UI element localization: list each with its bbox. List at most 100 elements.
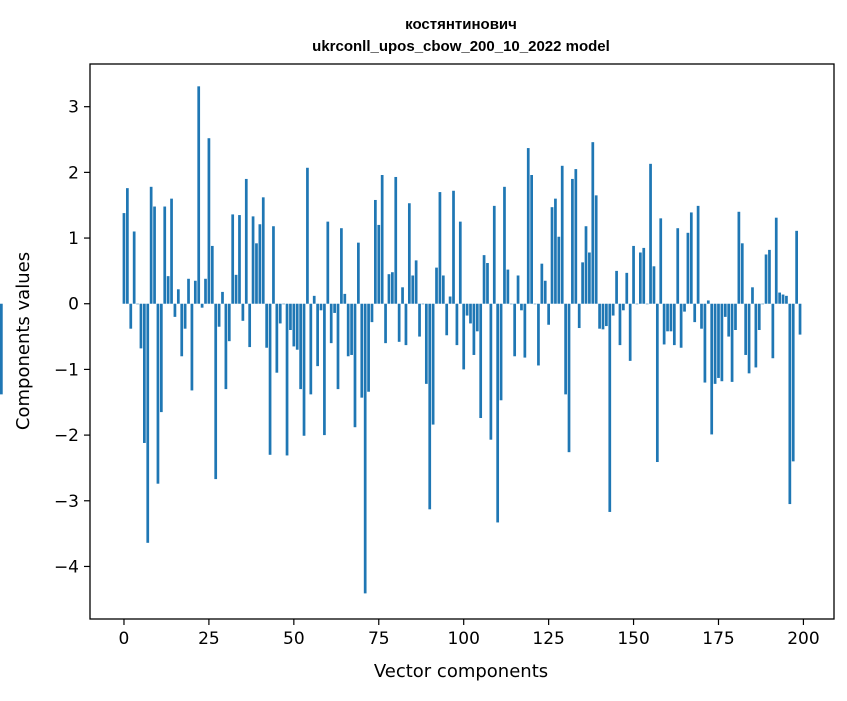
bar-190 [768, 249, 771, 304]
bar-21 [193, 280, 197, 304]
bar-13 [166, 276, 170, 304]
bar-144 [611, 303, 615, 316]
bar-186 [754, 303, 758, 368]
plot-frame [89, 63, 835, 620]
bar-90 [428, 303, 432, 510]
bar-98 [455, 303, 459, 346]
bar-187 [757, 303, 761, 330]
bar-120 [530, 175, 533, 304]
bar-168 [693, 303, 697, 323]
bar-159 [662, 303, 666, 345]
bar-189 [764, 254, 768, 304]
bar-130 [564, 303, 567, 395]
bar-96 [448, 296, 452, 304]
y-axis-label: Components values [13, 252, 34, 430]
bar-46 [278, 303, 282, 324]
bar-156 [652, 266, 656, 304]
bar-16 [176, 289, 180, 304]
bar-9 [153, 206, 156, 304]
bar-94 [441, 275, 445, 304]
bar-161 [669, 303, 673, 332]
bar-5 [139, 303, 143, 349]
bar-111 [499, 303, 503, 401]
bar-170 [700, 303, 703, 329]
bar-137 [588, 252, 591, 304]
bar-141 [601, 303, 605, 330]
bar-115 [513, 303, 517, 357]
x-tick-label: 50 [283, 629, 305, 649]
bar-63 [336, 303, 340, 390]
bar-28 [217, 303, 221, 327]
bar-126 [550, 207, 554, 304]
bar-112 [503, 186, 506, 304]
bar-50 [292, 303, 296, 347]
bar-42 [265, 303, 269, 348]
y-tick-label: 2 [68, 163, 79, 183]
bar-182 [740, 243, 744, 304]
bar-167 [689, 212, 693, 304]
bar-171 [703, 303, 707, 383]
bar-66 [346, 303, 350, 357]
bar-22 [197, 86, 201, 304]
bar-128 [557, 236, 561, 304]
bar-194 [781, 294, 785, 304]
bar-122 [537, 303, 540, 366]
bar-64 [340, 228, 343, 304]
bar-148 [625, 272, 629, 304]
bar-93 [438, 192, 442, 304]
bar-133 [574, 169, 578, 304]
y-tick-label: 3 [68, 98, 79, 118]
bar-59 [323, 303, 326, 436]
bar-79 [391, 272, 394, 304]
bar-65 [343, 293, 347, 304]
bar-166 [686, 232, 690, 304]
bar-71 [363, 303, 367, 594]
x-tick-label: 25 [198, 629, 220, 649]
bar-85 [411, 275, 415, 304]
chart-title-line-2: ukrconll_upos_cbow_200_10_2022 model [312, 38, 610, 55]
bar-24 [204, 278, 207, 304]
bar-7 [146, 303, 150, 543]
bar-31 [227, 303, 231, 342]
bar-36 [244, 178, 248, 304]
bar-81 [397, 303, 401, 342]
bar-162 [672, 303, 676, 346]
bar-123 [540, 263, 544, 304]
bar-77 [384, 303, 387, 344]
bar-154 [645, 303, 649, 305]
bar-0 [122, 213, 126, 304]
bar-38 [251, 216, 255, 304]
bar-37 [248, 303, 252, 348]
bar-103 [472, 303, 476, 355]
x-tick-label: 0 [119, 629, 130, 649]
x-tick-label: 100 [447, 629, 479, 649]
x-tick-label: 200 [787, 629, 819, 649]
bar-32 [231, 214, 235, 304]
bar-150 [632, 245, 635, 304]
bar-160 [666, 303, 669, 332]
bar-56 [312, 295, 316, 304]
bar-89 [424, 303, 428, 384]
bar-53 [302, 303, 306, 436]
bar-117 [520, 303, 523, 311]
bar-181 [737, 211, 741, 304]
bar-136 [584, 226, 588, 304]
bar-57 [316, 303, 319, 367]
bar-165 [683, 303, 686, 312]
bar-41 [261, 197, 265, 304]
bar-1 [126, 188, 129, 304]
bar-18 [183, 303, 187, 329]
bar-25 [207, 138, 211, 304]
bar-132 [571, 178, 574, 304]
bar-101 [465, 303, 469, 316]
bar-198 [795, 230, 798, 304]
bar-23 [200, 303, 204, 308]
bar-153 [642, 247, 646, 304]
bar-147 [622, 303, 625, 311]
bar-143 [608, 303, 612, 512]
bar-47 [282, 303, 285, 305]
bar-78 [387, 274, 391, 304]
bar-74 [374, 199, 377, 304]
bar-180 [734, 303, 737, 330]
